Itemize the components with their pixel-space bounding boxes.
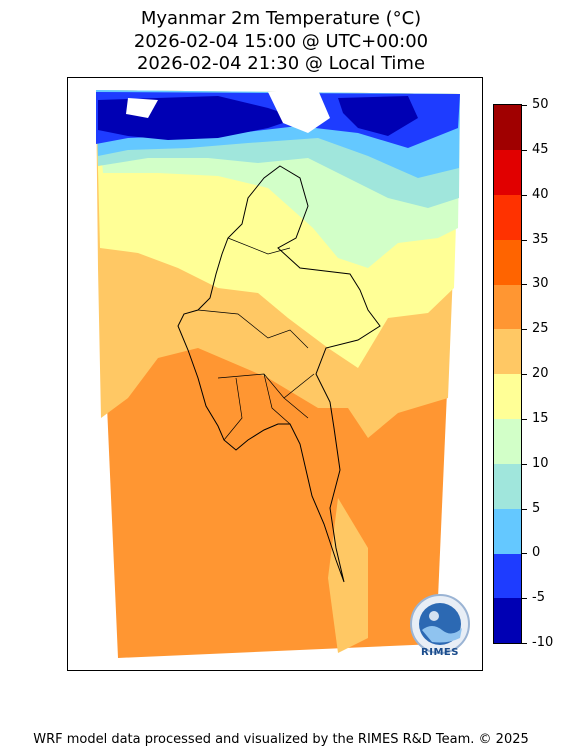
colorbar-tick	[522, 463, 527, 465]
colorbar-segment	[494, 194, 521, 240]
colorbar-tick	[522, 329, 527, 331]
no-data-gap-small	[126, 98, 158, 118]
colorbar-tick	[522, 149, 527, 151]
colorbar-segment	[494, 598, 521, 644]
state-borders	[197, 237, 315, 441]
colorbar-tick	[522, 598, 527, 600]
map-title-line2: 2026-02-04 15:00 @ UTC+00:00	[133, 31, 429, 52]
no-data-gap	[268, 90, 330, 133]
map-title-line3: 2026-02-04 21:30 @ Local Time	[136, 53, 426, 74]
colorbar-tick	[522, 105, 527, 106]
colorbar	[493, 104, 522, 644]
colorbar-tick	[522, 374, 527, 375]
rimes-logo-text: RIMES	[421, 647, 459, 658]
colorbar-label: 0	[532, 545, 541, 561]
rimes-logo	[408, 592, 472, 660]
colorbar-tick	[522, 418, 527, 420]
rimes-logo-icon	[410, 594, 470, 654]
temperature-map	[96, 90, 460, 658]
colorbar-segment	[494, 418, 521, 464]
colorbar-segment	[494, 149, 521, 195]
colorbar-segment	[494, 374, 521, 419]
band-neg10-neg5-east	[338, 96, 418, 136]
colorbar-label: 40	[532, 186, 549, 202]
colorbar-segment	[494, 463, 521, 509]
colorbar-label: 30	[532, 276, 549, 292]
colorbar-label: 5	[532, 500, 541, 516]
colorbar-label: 15	[532, 410, 549, 426]
colorbar-segment	[494, 508, 521, 554]
colorbar-label: 20	[532, 366, 549, 381]
footer-credit: WRF model data processed and visualized …	[33, 732, 529, 747]
colorbar-label: 35	[532, 231, 549, 247]
band-20-25-coast	[328, 498, 368, 653]
colorbar-label: 45	[532, 141, 549, 157]
colorbar-label: 25	[532, 321, 549, 337]
colorbar-label: -10	[532, 635, 554, 650]
colorbar-tick	[522, 239, 527, 241]
colorbar-label: -5	[532, 590, 545, 606]
colorbar-tick	[522, 508, 527, 510]
colorbar-segment	[494, 553, 521, 599]
colorbar-segment	[494, 329, 521, 375]
colorbar-label: 50	[532, 97, 549, 112]
colorbar-segment	[494, 284, 521, 330]
colorbar-tick	[522, 194, 527, 196]
colorbar-tick	[522, 284, 527, 286]
myanmar-border	[177, 165, 381, 583]
colorbar-label: 10	[532, 455, 549, 471]
map-frame	[67, 77, 483, 671]
colorbar-tick	[522, 553, 527, 555]
colorbar-tick	[522, 643, 527, 644]
colorbar-segment	[494, 239, 521, 285]
map-title-line1: Myanmar 2m Temperature (°C)	[140, 8, 422, 29]
colorbar-segment	[494, 105, 521, 150]
